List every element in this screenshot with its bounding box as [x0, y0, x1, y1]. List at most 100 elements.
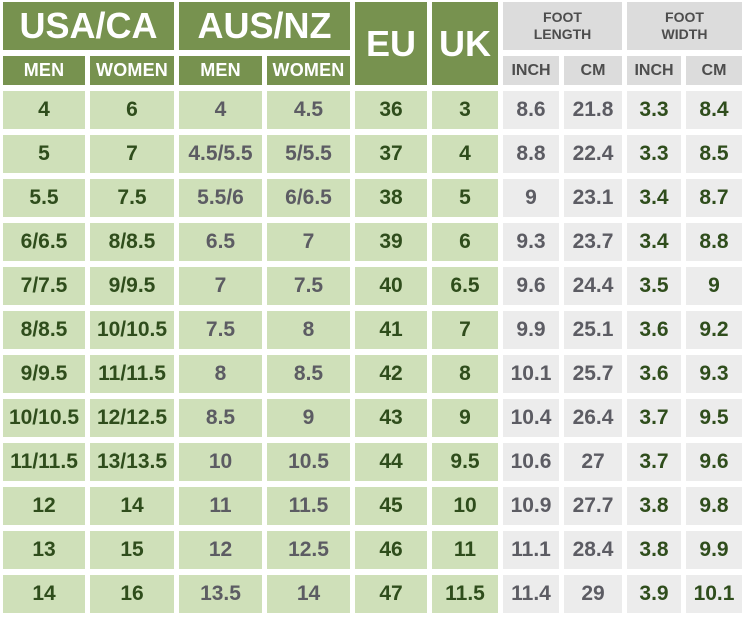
table-cell-r2-c1: 5 — [3, 135, 85, 173]
table-cell-r11-c2: 15 — [90, 531, 174, 569]
table-cell-r3-c4: 6/6.5 — [267, 179, 350, 217]
table-cell-r3-c6: 5 — [432, 179, 498, 217]
table-cell-r2-c8: 22.4 — [564, 135, 622, 173]
table-cell-r1-c3: 4 — [179, 91, 262, 129]
table-cell-r9-c3: 10 — [179, 443, 262, 481]
table-cell-r2-c10: 8.5 — [686, 135, 742, 173]
table-cell-r6-c3: 7.5 — [179, 311, 262, 349]
table-cell-r11-c10: 9.9 — [686, 531, 742, 569]
table-cell-r7-c5: 42 — [355, 355, 427, 393]
table-cell-r8-c1: 10/10.5 — [3, 399, 85, 437]
table-cell-r6-c8: 25.1 — [564, 311, 622, 349]
table-cell-r5-c4: 7.5 — [267, 267, 350, 305]
table-cell-r7-c4: 8.5 — [267, 355, 350, 393]
table-cell-r7-c3: 8 — [179, 355, 262, 393]
table-cell-r5-c8: 24.4 — [564, 267, 622, 305]
table-cell-r12-c1: 14 — [3, 575, 85, 613]
table-cell-r12-c7: 11.4 — [503, 575, 559, 613]
table-cell-r1-c9: 3.3 — [627, 91, 681, 129]
table-cell-r6-c1: 8/8.5 — [3, 311, 85, 349]
table-cell-r1-c7: 8.6 — [503, 91, 559, 129]
subheader-width-cm: CM — [686, 56, 742, 85]
table-cell-r4-c10: 8.8 — [686, 223, 742, 261]
table-cell-r5-c10: 9 — [686, 267, 742, 305]
table-cell-r9-c5: 44 — [355, 443, 427, 481]
table-cell-r8-c3: 8.5 — [179, 399, 262, 437]
table-cell-r11-c8: 28.4 — [564, 531, 622, 569]
table-cell-r2-c4: 5/5.5 — [267, 135, 350, 173]
table-cell-r2-c3: 4.5/5.5 — [179, 135, 262, 173]
table-cell-r2-c6: 4 — [432, 135, 498, 173]
table-cell-r8-c10: 9.5 — [686, 399, 742, 437]
table-cell-r2-c9: 3.3 — [627, 135, 681, 173]
table-cell-r7-c10: 9.3 — [686, 355, 742, 393]
table-cell-r8-c5: 43 — [355, 399, 427, 437]
table-cell-r4-c5: 39 — [355, 223, 427, 261]
subheader-aus-women: WOMEN — [267, 56, 350, 85]
header-eu: EU — [355, 2, 427, 85]
header-foot-width: FOOT WIDTH — [627, 2, 742, 50]
table-cell-r4-c3: 6.5 — [179, 223, 262, 261]
table-cell-r1-c5: 36 — [355, 91, 427, 129]
table-cell-r3-c7: 9 — [503, 179, 559, 217]
table-cell-r6-c2: 10/10.5 — [90, 311, 174, 349]
table-cell-r5-c2: 9/9.5 — [90, 267, 174, 305]
table-cell-r10-c1: 12 — [3, 487, 85, 525]
table-cell-r11-c1: 13 — [3, 531, 85, 569]
table-cell-r8-c6: 9 — [432, 399, 498, 437]
table-cell-r10-c10: 9.8 — [686, 487, 742, 525]
table-cell-r9-c10: 9.6 — [686, 443, 742, 481]
table-cell-r9-c7: 10.6 — [503, 443, 559, 481]
table-cell-r7-c2: 11/11.5 — [90, 355, 174, 393]
table-cell-r3-c8: 23.1 — [564, 179, 622, 217]
subheader-usa-men: MEN — [3, 56, 85, 85]
table-cell-r10-c5: 45 — [355, 487, 427, 525]
table-cell-r7-c6: 8 — [432, 355, 498, 393]
table-cell-r8-c7: 10.4 — [503, 399, 559, 437]
table-cell-r6-c9: 3.6 — [627, 311, 681, 349]
table-cell-r10-c7: 10.9 — [503, 487, 559, 525]
table-cell-r11-c3: 12 — [179, 531, 262, 569]
table-cell-r1-c8: 21.8 — [564, 91, 622, 129]
table-cell-r11-c9: 3.8 — [627, 531, 681, 569]
table-cell-r6-c4: 8 — [267, 311, 350, 349]
header-usa-ca: USA/CA — [3, 2, 174, 50]
table-cell-r3-c3: 5.5/6 — [179, 179, 262, 217]
table-cell-r9-c4: 10.5 — [267, 443, 350, 481]
table-cell-r6-c10: 9.2 — [686, 311, 742, 349]
table-cell-r5-c3: 7 — [179, 267, 262, 305]
table-cell-r10-c4: 11.5 — [267, 487, 350, 525]
table-cell-r5-c5: 40 — [355, 267, 427, 305]
table-cell-r9-c6: 9.5 — [432, 443, 498, 481]
table-cell-r8-c8: 26.4 — [564, 399, 622, 437]
table-cell-r3-c2: 7.5 — [90, 179, 174, 217]
table-cell-r9-c9: 3.7 — [627, 443, 681, 481]
table-cell-r11-c6: 11 — [432, 531, 498, 569]
table-cell-r2-c5: 37 — [355, 135, 427, 173]
table-cell-r4-c1: 6/6.5 — [3, 223, 85, 261]
table-cell-r12-c3: 13.5 — [179, 575, 262, 613]
table-cell-r4-c9: 3.4 — [627, 223, 681, 261]
table-cell-r12-c9: 3.9 — [627, 575, 681, 613]
table-cell-r11-c5: 46 — [355, 531, 427, 569]
table-cell-r4-c4: 7 — [267, 223, 350, 261]
table-cell-r9-c1: 11/11.5 — [3, 443, 85, 481]
table-cell-r3-c10: 8.7 — [686, 179, 742, 217]
subheader-length-inch: INCH — [503, 56, 559, 85]
table-cell-r4-c8: 23.7 — [564, 223, 622, 261]
subheader-length-cm: CM — [564, 56, 622, 85]
table-cell-r1-c4: 4.5 — [267, 91, 350, 129]
header-foot-length: FOOT LENGTH — [503, 2, 622, 50]
table-cell-r12-c10: 10.1 — [686, 575, 742, 613]
table-cell-r7-c8: 25.7 — [564, 355, 622, 393]
table-cell-r3-c5: 38 — [355, 179, 427, 217]
subheader-width-inch: INCH — [627, 56, 681, 85]
table-cell-r7-c1: 9/9.5 — [3, 355, 85, 393]
table-cell-r8-c4: 9 — [267, 399, 350, 437]
table-cell-r5-c7: 9.6 — [503, 267, 559, 305]
subheader-aus-men: MEN — [179, 56, 262, 85]
header-uk: UK — [432, 2, 498, 85]
table-cell-r12-c2: 16 — [90, 575, 174, 613]
table-cell-r10-c9: 3.8 — [627, 487, 681, 525]
